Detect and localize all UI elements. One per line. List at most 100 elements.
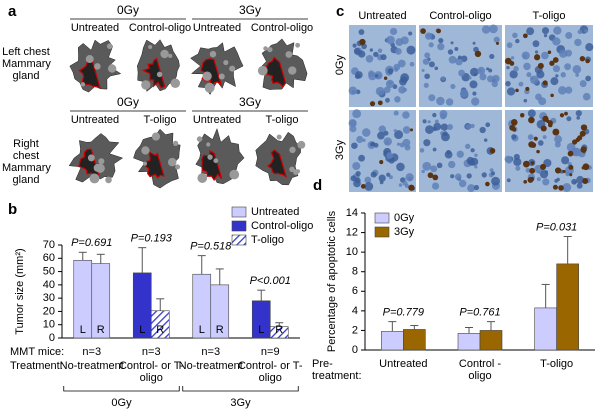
- nucleus: [378, 174, 386, 182]
- nucleus: [450, 174, 455, 179]
- nucleus: [380, 54, 387, 61]
- legend-label: 0Gy: [394, 212, 415, 224]
- nucleus: [511, 134, 517, 140]
- gland-image: [68, 133, 124, 183]
- gland-speck: [206, 142, 211, 147]
- nucleus: [431, 182, 440, 190]
- row-label: Right chest Mammary gland: [2, 138, 51, 186]
- nucleus: [486, 75, 495, 83]
- column-header: T-oligo: [532, 10, 565, 22]
- apoptotic-cell: [580, 146, 587, 153]
- nucleus: [556, 177, 560, 182]
- gland-speck: [197, 173, 208, 183]
- nucleus: [422, 119, 427, 124]
- apoptotic-cell: [540, 163, 547, 170]
- apoptotic-cell: [552, 128, 560, 136]
- nucleus: [509, 70, 518, 79]
- nucleus: [566, 116, 572, 122]
- nucleus: [454, 47, 459, 51]
- apoptotic-cell: [564, 111, 568, 116]
- tumor-outline: [141, 57, 166, 89]
- gland-speck: [276, 134, 282, 140]
- nucleus: [489, 24, 498, 34]
- nucleus: [364, 176, 372, 184]
- nucleus: [526, 27, 535, 36]
- n-label: n=9: [261, 346, 280, 358]
- nucleus: [474, 153, 478, 158]
- nucleus: [397, 59, 406, 68]
- nucleus: [352, 43, 357, 48]
- apoptotic-cell: [546, 119, 550, 124]
- apoptotic-cell: [519, 112, 525, 118]
- gland-speck: [218, 73, 225, 80]
- nucleus: [450, 83, 456, 89]
- nucleus: [409, 61, 415, 67]
- panel-label: c: [336, 3, 344, 20]
- nucleus: [542, 27, 550, 35]
- p-value: P<0.001: [250, 275, 291, 287]
- nucleus: [481, 25, 491, 34]
- gland-speck: [207, 154, 213, 160]
- gland-speck: [105, 176, 112, 184]
- y-tick-label: 12: [346, 226, 358, 238]
- apoptotic-cell: [383, 76, 388, 80]
- nucleus: [348, 119, 357, 128]
- gland-speck: [141, 80, 151, 90]
- nucleus: [440, 123, 449, 131]
- nucleus: [577, 29, 583, 35]
- nucleus: [428, 61, 435, 68]
- nucleus: [527, 109, 536, 118]
- nucleus: [579, 80, 587, 88]
- column-header: T-oligo: [265, 114, 298, 126]
- apoptotic-cell: [379, 160, 384, 165]
- column-header: Control-oligo: [129, 22, 191, 34]
- nucleus: [402, 126, 411, 134]
- row-label: Left chest Mammary gland: [2, 46, 51, 82]
- y-tick-label: 60: [43, 252, 55, 264]
- nucleus: [564, 63, 572, 71]
- apoptotic-cell: [567, 150, 574, 157]
- y-tick-label: 20: [43, 305, 55, 317]
- treatment-label: No-treatment: [59, 360, 124, 372]
- row-header: 0Gy: [334, 54, 346, 75]
- nucleus: [459, 89, 469, 98]
- legend-label: Untreated: [251, 206, 299, 218]
- apoptotic-cell: [579, 56, 586, 62]
- nucleus: [515, 38, 520, 44]
- p-value: P=0.193: [131, 233, 173, 245]
- x-axis-label: Pre-treatment:: [312, 358, 362, 382]
- nucleus: [506, 42, 513, 49]
- apoptotic-cell: [562, 169, 566, 174]
- bar-side-label: R: [156, 324, 164, 336]
- gland-speck: [80, 82, 86, 87]
- nucleus: [352, 109, 362, 119]
- nucleus: [405, 173, 414, 182]
- y-tick-label: 14: [346, 207, 358, 219]
- nucleus: [552, 65, 561, 73]
- nucleus: [490, 171, 496, 176]
- gland-speck: [168, 53, 173, 58]
- nucleus: [349, 125, 357, 133]
- apoptotic-cell: [369, 101, 376, 107]
- bar: [381, 331, 404, 351]
- nucleus: [395, 47, 402, 55]
- nucleus: [441, 76, 446, 81]
- column-header: Control-oligo: [251, 22, 313, 34]
- apoptotic-cell: [554, 167, 562, 174]
- nucleus: [535, 93, 542, 101]
- nucleus: [351, 142, 358, 149]
- nucleus: [479, 73, 487, 81]
- y-tick-label: 6: [352, 285, 358, 297]
- apoptotic-cell: [569, 173, 573, 177]
- nucleus: [521, 51, 530, 60]
- nucleus: [406, 45, 416, 55]
- nucleus: [489, 53, 495, 60]
- nucleus: [447, 49, 454, 55]
- dose-header: 0Gy: [117, 95, 139, 109]
- y-tick-label: 4: [352, 305, 358, 317]
- panel-label: a: [8, 3, 17, 20]
- nucleus: [438, 37, 444, 44]
- apoptotic-cell: [528, 141, 535, 148]
- apoptotic-cell: [420, 28, 426, 34]
